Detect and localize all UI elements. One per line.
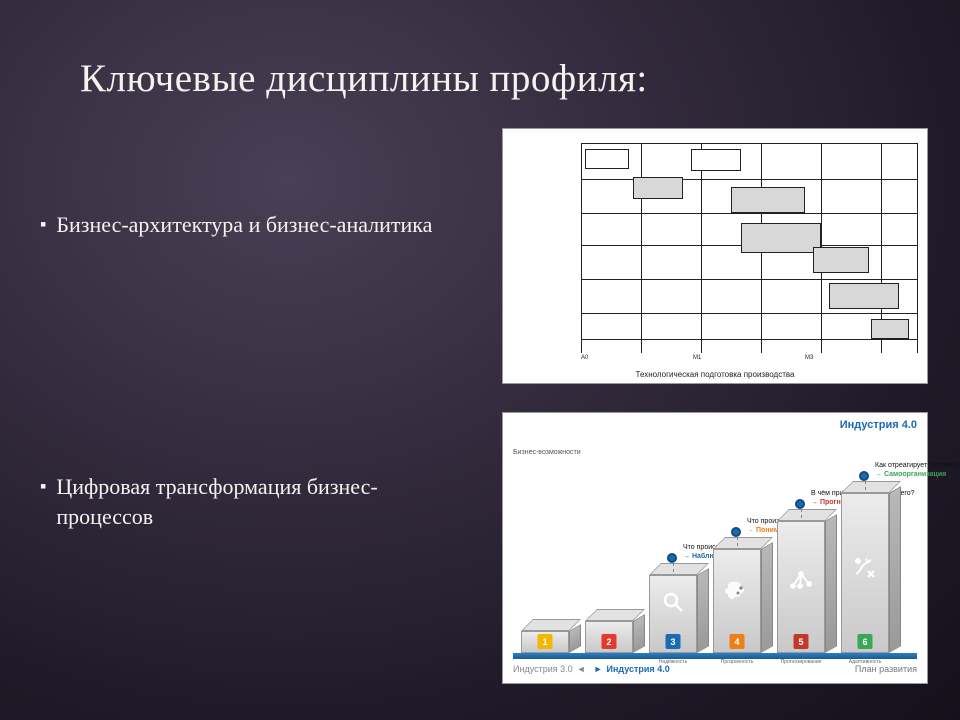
bar-badge: 4 (730, 634, 745, 649)
dot-marker-icon (859, 471, 869, 481)
bar-badge: 5 (794, 634, 809, 649)
footer-right-label: План развития (855, 664, 917, 674)
flowchart-box (691, 149, 741, 171)
grid-hline (581, 179, 917, 180)
footer-mid-label: Индустрия 4.0 (606, 664, 669, 674)
bar-badge: 2 (602, 634, 617, 649)
tactic-icon (852, 554, 878, 586)
grid-vline (581, 143, 582, 353)
footer-left-label: Индустрия 3.0 (513, 664, 573, 674)
diagram1-caption: Технологическая подготовка производства (503, 370, 927, 379)
page-title: Ключевые дисциплины профиля: (80, 56, 648, 101)
network-icon (788, 568, 814, 598)
grid-hline (581, 339, 917, 340)
flowchart-box (829, 283, 899, 309)
flowchart-box (633, 177, 683, 199)
d1-bottom-label: M3 (805, 355, 813, 362)
bullet-1: ▪ Бизнес-архитектура и бизнес-аналитика (40, 210, 432, 240)
bar-badge: 1 (538, 634, 553, 649)
grid-hline (581, 279, 917, 280)
infographic-bar: 2 (585, 621, 633, 653)
flowchart-box (731, 187, 805, 213)
infographic-bar: 4Прозрачность (713, 549, 761, 653)
grid-hline (581, 213, 917, 214)
diagram2-title: Индустрия 4.0 (840, 419, 917, 431)
infographic-bar: 6Адаптивность (841, 493, 889, 653)
bullet-2-text: Цифровая трансформация бизнес-процессов (56, 472, 470, 532)
search-icon (661, 590, 685, 620)
flowchart-box (741, 223, 821, 253)
triangle-right-icon: ► (594, 664, 603, 674)
triangle-left-icon: ◄ (577, 664, 586, 674)
bar-question-label: Как отреагирует система?→ Самоорганизаци… (875, 462, 960, 479)
grid-hline (581, 313, 917, 314)
d1-bottom-label: A0 (581, 355, 588, 362)
grid-hline (581, 143, 917, 144)
bullet-dot-icon: ▪ (40, 210, 46, 238)
brain-icon (724, 579, 750, 609)
grid-vline (641, 143, 642, 353)
bar-badge: 6 (858, 634, 873, 649)
grid-vline (701, 143, 702, 353)
infographic-bar: 3Надёжность (649, 575, 697, 653)
infographic-bar: 1 (521, 631, 569, 653)
bullet-dot-icon: ▪ (40, 472, 46, 500)
dot-marker-icon (667, 553, 677, 563)
diagram-industry40: Индустрия 4.0 Бизнес-возможности 123Надё… (502, 412, 928, 684)
bullet-2: ▪ Цифровая трансформация бизнес-процессо… (40, 472, 470, 532)
flowchart-box (585, 149, 629, 169)
d1-bottom-label: M1 (693, 355, 701, 362)
infographic-bar: 5Прогнозирование (777, 521, 825, 653)
diagram-flowchart: A0 M1 M3 Технологическая подготовка произв… (502, 128, 928, 384)
diagram2-footer: Индустрия 3.0 ◄ ► Индустрия 4.0 План раз… (503, 659, 927, 679)
bullet-1-text: Бизнес-архитектура и бизнес-аналитика (56, 210, 432, 240)
dot-marker-icon (795, 499, 805, 509)
flowchart-box (813, 247, 869, 273)
dot-marker-icon (731, 527, 741, 537)
grid-vline (917, 143, 918, 353)
bar-badge: 3 (666, 634, 681, 649)
flowchart-box (871, 319, 909, 339)
